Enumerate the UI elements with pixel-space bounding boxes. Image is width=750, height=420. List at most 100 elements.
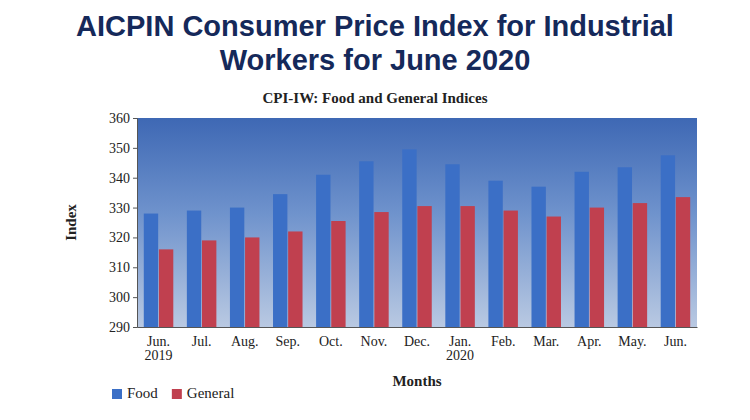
y-tick: 360 (109, 111, 137, 126)
bar (202, 240, 216, 327)
x-tick-label: Mar. (533, 334, 559, 349)
bar (359, 161, 373, 327)
chart: AICPIN Consumer Price Index for Industri… (0, 0, 750, 420)
x-tick-label-line: Jul. (192, 334, 212, 349)
y-tick-label: 290 (109, 320, 130, 335)
y-tick-mark (133, 178, 137, 179)
y-tick: 320 (109, 230, 137, 245)
bar (374, 212, 388, 327)
bar (230, 208, 244, 327)
legend-swatch (112, 389, 122, 399)
x-tick: Dec. (404, 327, 430, 349)
bar (618, 167, 632, 327)
x-tick-label-line: 2020 (446, 348, 474, 363)
x-tick: Nov. (361, 327, 388, 349)
x-tick-label: Jul. (192, 334, 212, 349)
bar (159, 249, 173, 327)
legend-swatch (172, 389, 182, 399)
bar (488, 181, 502, 327)
legend-label: Food (127, 385, 158, 401)
bars (144, 149, 690, 327)
x-tick: Feb. (491, 327, 515, 349)
y-tick-label: 340 (109, 171, 130, 186)
y-tick-mark (133, 297, 137, 298)
legend-label: General (187, 385, 234, 401)
title-line: Workers for June 2020 (220, 44, 531, 76)
bar (288, 231, 302, 327)
x-tick: Jul. (192, 327, 212, 349)
bar (460, 206, 474, 327)
bar (661, 155, 675, 327)
x-tick: Oct. (319, 327, 343, 349)
x-tick-label: Feb. (491, 334, 515, 349)
title: AICPIN Consumer Price Index for Industri… (76, 10, 674, 76)
y-tick-label: 350 (109, 141, 130, 156)
x-tick: Jun.2019 (145, 327, 173, 363)
x-tick-label: Jun.2019 (145, 334, 173, 364)
y-tick-label: 310 (109, 260, 130, 275)
x-tick-label: Oct. (319, 334, 343, 349)
legend-item: General (172, 385, 234, 401)
y-tick-mark (133, 148, 137, 149)
x-axis-title: Months (392, 373, 441, 389)
y-tick: 290 (109, 320, 137, 335)
plot-background (137, 118, 697, 327)
x-tick-label-line: Dec. (404, 334, 430, 349)
bar (504, 211, 518, 327)
x-tick-label-line: Oct. (319, 334, 343, 349)
subtitle: CPI-IW: Food and General Indices (262, 90, 487, 106)
x-tick-label-line: Jun. (147, 334, 170, 349)
y-tick-mark (133, 327, 137, 328)
bar (547, 217, 561, 327)
bar (531, 187, 545, 327)
title-line: AICPIN Consumer Price Index for Industri… (76, 10, 674, 42)
x-tick: Aug. (231, 327, 259, 349)
bar (144, 214, 158, 327)
x-tick-label-line: 2019 (145, 348, 173, 363)
x-tick-label-line: Nov. (361, 334, 388, 349)
x-tick: Mar. (533, 327, 559, 349)
bar (590, 208, 604, 327)
bar (187, 211, 201, 327)
y-axis-line (133, 119, 138, 328)
y-axis-title: Index (63, 204, 79, 241)
x-tick-label: Nov. (361, 334, 388, 349)
y-tick-label: 300 (109, 290, 130, 305)
y-tick-label: 360 (109, 111, 130, 126)
bar (331, 221, 345, 327)
x-axis: Jun.2019Jul.Aug.Sep.Oct.Nov.Dec.Jan.2020… (138, 327, 698, 363)
y-tick: 340 (109, 171, 137, 186)
bar (273, 194, 287, 327)
x-tick-label: Jan.2020 (446, 334, 474, 364)
legend: Food General (112, 385, 234, 401)
y-tick-mark (133, 267, 137, 268)
y-tick: 310 (109, 260, 137, 275)
x-tick: May. (618, 327, 646, 349)
x-axis-line (138, 327, 698, 328)
x-tick-label-line: Jun. (664, 334, 687, 349)
x-tick-label: Apr. (577, 334, 602, 349)
bar (402, 149, 416, 327)
y-tick: 330 (109, 201, 137, 216)
x-tick: Jun. (664, 327, 687, 349)
x-tick-label-line: Sep. (276, 334, 301, 349)
bar (676, 197, 690, 327)
y-tick-mark (133, 208, 137, 209)
bar (417, 206, 431, 327)
x-tick-label: Aug. (231, 334, 259, 349)
y-tick-mark (133, 237, 137, 238)
x-tick-label: May. (618, 334, 646, 349)
legend-item: Food (112, 385, 158, 401)
y-tick-mark (133, 118, 137, 119)
y-tick-label: 320 (109, 230, 130, 245)
x-tick-label: Dec. (404, 334, 430, 349)
x-tick-label-line: Mar. (533, 334, 559, 349)
y-axis: 290 300 310 320 330 340 350 360 (109, 111, 138, 335)
x-tick-label: Sep. (276, 334, 301, 349)
x-tick: Sep. (276, 327, 301, 349)
plot: 290300310320330340350360Jun.2019Jul.Aug.… (109, 111, 698, 363)
x-tick-label-line: Apr. (577, 334, 602, 349)
x-tick-label: Jun. (664, 334, 687, 349)
x-tick: Jan.2020 (446, 327, 474, 363)
x-tick-label-line: Aug. (231, 334, 259, 349)
